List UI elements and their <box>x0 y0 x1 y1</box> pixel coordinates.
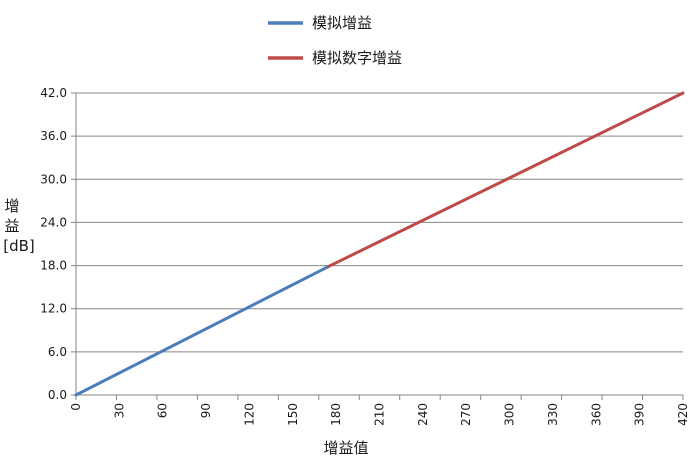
legend-label-analog-digital-gain: 模拟数字增益 <box>312 49 402 67</box>
series-line-1 <box>327 91 685 268</box>
x-tick-label: 120 <box>242 403 256 426</box>
y-axis-title-line-1: 增 <box>4 197 19 215</box>
x-tick-label: 180 <box>329 403 343 426</box>
series-lines <box>74 91 685 397</box>
x-tick-label: 240 <box>416 403 430 426</box>
y-axis-title: 增 益 [dB] <box>3 197 35 255</box>
x-tick-label: 360 <box>589 403 603 426</box>
legend-label-analog-gain: 模拟增益 <box>312 14 372 32</box>
x-tick-label: 90 <box>199 403 213 418</box>
series-line-0 <box>74 264 331 397</box>
x-axis-title: 增益值 <box>323 439 368 457</box>
y-axis-title-line-2: 益 <box>4 217 19 235</box>
y-tick-label: 42.0 <box>40 86 67 100</box>
y-tick-label: 12.0 <box>40 302 67 316</box>
legend: 模拟增益 模拟数字增益 <box>268 14 402 67</box>
y-tick-label: 24.0 <box>40 215 67 229</box>
y-tick-label: 30.0 <box>40 172 67 186</box>
x-tick-label: 300 <box>503 403 517 426</box>
x-tick-label: 150 <box>286 403 300 426</box>
y-tick-labels: 0.0 6.0 12.0 18.0 24.0 30.0 36.0 42.0 <box>40 86 67 402</box>
axes <box>71 92 684 400</box>
x-tick-label: 0 <box>69 403 83 411</box>
x-tick-label: 210 <box>373 403 387 426</box>
y-tick-label: 0.0 <box>48 388 67 402</box>
x-tick-label: 390 <box>633 403 647 426</box>
y-tick-label: 36.0 <box>40 129 67 143</box>
x-tick-label: 420 <box>676 403 690 426</box>
x-tick-label: 330 <box>546 403 560 426</box>
x-tick-labels: 0 30 60 90 120 150 180 210 240 270 300 330 360 390 420 <box>69 403 690 426</box>
y-tick-label: 6.0 <box>48 345 67 359</box>
y-axis-title-line-3: [dB] <box>3 237 35 255</box>
y-tick-label: 18.0 <box>40 259 67 273</box>
x-tick-label: 270 <box>459 403 473 426</box>
x-tick-label: 30 <box>112 403 126 418</box>
gridlines <box>76 92 683 353</box>
x-tick-label: 60 <box>156 403 170 418</box>
